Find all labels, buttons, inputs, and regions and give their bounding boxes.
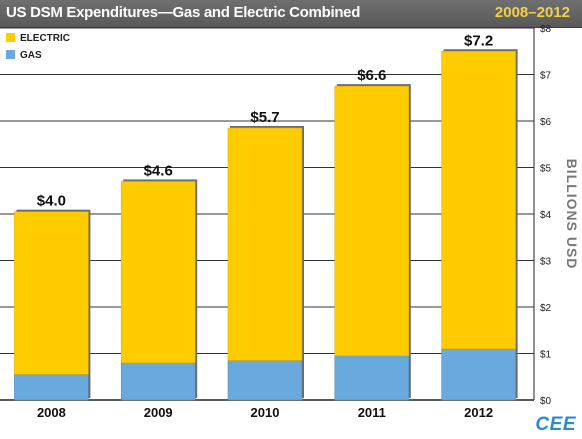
x-tick-label: 2008 (37, 405, 66, 420)
legend-swatch-gas (6, 50, 15, 59)
x-tick-label: 2011 (358, 405, 386, 420)
x-tick-label: 2010 (251, 405, 280, 420)
bar-electric-2011 (334, 85, 410, 357)
bar-total-label: $6.6 (357, 67, 386, 84)
bar-gas-2011 (334, 355, 410, 401)
bar-total-label: $7.2 (464, 32, 493, 49)
legend-label-gas: GAS (20, 50, 42, 61)
y-tick-label: $0 (540, 396, 552, 407)
bar-gas-2008 (14, 374, 89, 401)
bar-electric-2010 (227, 127, 303, 361)
y-tick-label: $3 (540, 257, 552, 268)
y-tick-label: $2 (540, 303, 552, 314)
y-axis-label: BILLIONS USD (564, 159, 580, 270)
legend-label-electric: ELECTRIC (20, 33, 70, 44)
y-tick-label: $8 (540, 24, 552, 35)
y-tick-label: $1 (540, 350, 552, 361)
legend-swatch-electric (6, 33, 15, 42)
y-tick-label: $7 (540, 71, 552, 82)
date-range: 2008–2012 (494, 4, 570, 21)
bar-electric-2008 (14, 211, 89, 375)
cee-logo: CEE (535, 414, 576, 435)
chart-header: US DSM Expenditures—Gas and Electric Com… (0, 0, 582, 28)
y-tick-label: $4 (540, 210, 552, 221)
bar-gas-2009 (120, 362, 196, 401)
bar-electric-2012 (441, 51, 516, 350)
x-tick-label: 2009 (144, 405, 173, 420)
chart-title: US DSM Expenditures—Gas and Electric Com… (6, 4, 361, 21)
bar-gas-2012 (441, 348, 516, 401)
bar-gas-2010 (227, 360, 303, 401)
bar-electric-2009 (120, 181, 196, 364)
bar-total-label: $4.6 (144, 162, 173, 179)
bar-total-label: $4.0 (37, 193, 66, 210)
x-tick-label: 2012 (464, 405, 493, 420)
y-tick-label: $6 (540, 117, 552, 128)
bar-total-label: $5.7 (250, 109, 279, 126)
y-tick-label: $5 (540, 164, 552, 175)
